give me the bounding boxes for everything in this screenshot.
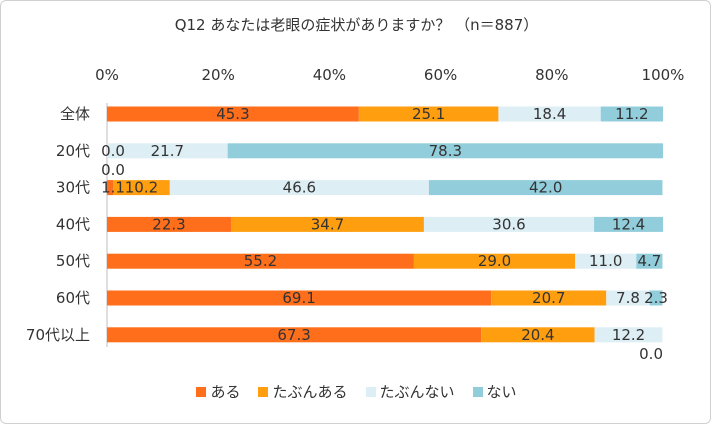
chart-title: Q12 あなたは老眼の症状がありますか？ （n＝887）	[174, 16, 539, 34]
category-label: 70代以上	[26, 326, 90, 344]
bar-segment	[481, 327, 595, 343]
data-label: 18.4	[533, 105, 566, 123]
category-label: 50代	[56, 252, 90, 270]
category-label: 20代	[56, 142, 90, 160]
bar-segment	[107, 216, 231, 232]
bar-segment	[107, 180, 114, 196]
bar-segment	[649, 290, 663, 306]
bar-segment	[594, 216, 663, 232]
data-label: 45.3	[216, 105, 249, 123]
bar-segment	[600, 106, 663, 122]
bar-segment	[491, 290, 607, 306]
legend-item: ある	[196, 381, 240, 402]
x-tick-label: 80%	[535, 66, 568, 84]
bar-segment	[606, 290, 650, 306]
data-label: 1.1	[101, 179, 125, 197]
data-label: 20.4	[521, 326, 554, 344]
bar-segment	[498, 106, 601, 122]
data-label: 0.0	[639, 345, 663, 363]
data-label: 12.2	[612, 326, 645, 344]
legend-item: たぶんある	[258, 381, 348, 402]
data-label: 11.2	[615, 105, 648, 123]
category-label: 40代	[56, 215, 90, 233]
data-label: 69.1	[282, 289, 315, 307]
legend-swatch	[472, 386, 483, 397]
data-label: 55.2	[244, 252, 277, 270]
bar-segment	[107, 106, 359, 122]
bar-segment	[413, 253, 576, 269]
legend-label: たぶんない	[379, 383, 455, 401]
data-label: 11.0	[589, 252, 622, 270]
bar-segment	[107, 143, 228, 159]
bar-segment	[575, 253, 637, 269]
legend-item: たぶんない	[365, 381, 455, 402]
data-label: 7.8	[616, 289, 640, 307]
bar-segment	[107, 290, 492, 306]
bar-segment	[107, 253, 414, 269]
data-label: 42.0	[529, 179, 562, 197]
data-label: 0.0	[101, 142, 125, 160]
data-label: 12.4	[612, 215, 645, 233]
legend-label: ある	[210, 383, 241, 401]
data-label: 46.6	[283, 179, 316, 197]
data-label: 0.0	[101, 161, 125, 179]
data-label: 10.2	[125, 179, 158, 197]
legend-swatch	[258, 386, 269, 397]
category-label: 60代	[56, 289, 90, 307]
x-tick-label: 60%	[424, 66, 457, 84]
bar-segment	[227, 143, 664, 159]
data-label: 78.3	[429, 142, 462, 160]
bar-segment	[358, 106, 499, 122]
bar-segment	[594, 327, 663, 343]
legend-label: たぶんある	[272, 383, 348, 401]
bar-segment	[107, 327, 482, 343]
data-label: 21.7	[151, 142, 184, 160]
legend-item: ない	[472, 381, 517, 402]
bar-segment	[230, 216, 424, 232]
bar-segment	[636, 253, 663, 269]
data-label: 67.3	[277, 326, 310, 344]
category-label: 全体	[60, 105, 90, 123]
x-tick-label: 0%	[95, 66, 119, 84]
chart-legend: ある たぶんある たぶんない ない	[0, 381, 713, 402]
data-label: 29.0	[478, 252, 511, 270]
x-tick-label: 100%	[642, 66, 685, 84]
bar-segment	[423, 216, 595, 232]
data-label: 30.6	[492, 215, 525, 233]
data-label: 25.1	[412, 105, 445, 123]
data-label: 22.3	[152, 215, 185, 233]
data-label: 2.3	[644, 289, 668, 307]
x-tick-label: 20%	[202, 66, 235, 84]
legend-label: ない	[486, 383, 517, 401]
data-label: 4.7	[637, 252, 661, 270]
bar-segment	[113, 180, 170, 196]
data-label: 20.7	[532, 289, 565, 307]
legend-swatch	[365, 386, 376, 397]
bar-segment	[169, 180, 429, 196]
legend-swatch	[196, 386, 207, 397]
bar-segment	[428, 180, 663, 196]
data-label: 34.7	[311, 215, 344, 233]
x-tick-label: 40%	[313, 66, 346, 84]
category-label: 30代	[56, 179, 90, 197]
